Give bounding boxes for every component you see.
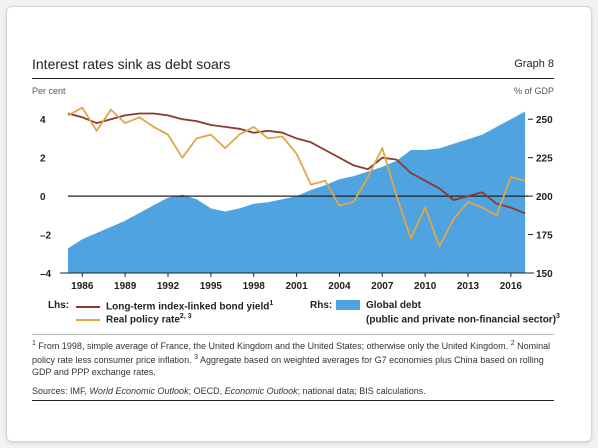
legend-global-debt: Global debt [366, 300, 421, 311]
sources-rest: ; national data; BIS calculations. [297, 386, 426, 396]
legend-policy-rate: Real policy rate [106, 314, 180, 326]
sources: Sources: IMF, World Economic Outlook; OE… [32, 386, 554, 396]
x-tick-label: 2001 [285, 281, 308, 292]
x-tick-label: 2013 [457, 281, 480, 292]
left-tick-label: 4 [40, 115, 46, 126]
right-tick-label: 200 [536, 192, 553, 203]
legend-global-debt-note: 3 [556, 313, 560, 320]
right-tick-label: 225 [536, 154, 553, 165]
legend-global-debt-swatch [336, 300, 360, 311]
footnote-2: Nominal policy rate less consumer price … [32, 341, 551, 365]
legend-bond-yield-swatch [76, 305, 100, 308]
legend-global-debt-sub: (public and private non-financial sector… [366, 314, 557, 326]
legend-lhs-label: Lhs: [48, 300, 70, 311]
footnote-1: From 1998, simple average of France, the… [38, 341, 509, 351]
series-global-debt-area [68, 111, 526, 273]
x-tick-label: 2016 [500, 281, 523, 292]
footnote-3: Aggregate based on weighted averages for… [32, 355, 544, 377]
x-tick-label: 2007 [371, 281, 394, 292]
left-tick-label: –4 [40, 269, 52, 280]
left-tick-label: 0 [40, 192, 46, 203]
right-tick-label: 175 [536, 231, 553, 242]
x-tick-label: 1986 [71, 281, 94, 292]
x-tick-label: 1998 [243, 281, 266, 292]
x-tick-label: 2004 [328, 281, 351, 292]
left-tick-label: –2 [40, 231, 52, 242]
right-tick-label: 150 [536, 269, 553, 280]
x-tick-label: 1995 [200, 281, 223, 292]
footnotes: 1 From 1998, simple average of France, t… [32, 338, 554, 378]
legend-bond-yield-note: 1 [269, 300, 274, 307]
series-bond-yield-line [67, 112, 526, 215]
x-tick-label: 1989 [114, 281, 137, 292]
right-axis-unit: % of GDP [513, 86, 554, 96]
left-axis-unit: Per cent [32, 86, 66, 96]
footnote-rule [32, 334, 554, 335]
x-tick-label: 1992 [157, 281, 180, 292]
sources-eo: Economic Outlook [224, 386, 298, 396]
left-tick-label: 2 [40, 154, 46, 165]
sources-weo: World Economic Outlook [89, 386, 189, 396]
sources-sep: ; OECD, [188, 386, 223, 396]
legend-rhs-label: Rhs: [310, 300, 333, 311]
x-tick-label: 2010 [414, 281, 437, 292]
bottom-rule [32, 400, 554, 401]
footnote-2-mark: 2 [510, 340, 515, 347]
sources-label: Sources: IMF, [32, 386, 88, 396]
legend-bond-yield: Long-term index-linked bond yield [106, 301, 270, 313]
top-rule [32, 78, 554, 79]
footnote-1-mark: 1 [32, 340, 36, 347]
legend-policy-rate-swatch [76, 318, 100, 321]
footnote-3-mark: 3 [194, 354, 198, 361]
graph-number: Graph 8 [514, 58, 554, 70]
right-tick-label: 250 [536, 115, 553, 126]
legend-policy-rate-note: 2, 3 [179, 313, 192, 320]
series-real-policy-rate-line [67, 106, 526, 248]
chart-title: Interest rates sink as debt soars [32, 56, 231, 72]
